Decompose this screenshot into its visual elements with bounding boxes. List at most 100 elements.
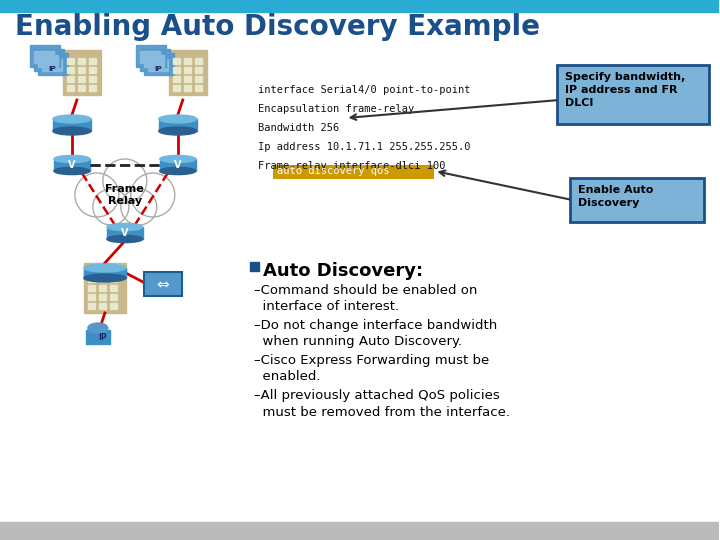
Bar	[144, 55, 163, 67]
Bar	[67, 85, 74, 91]
Ellipse shape	[88, 323, 108, 333]
Bar	[99, 294, 106, 300]
Circle shape	[131, 173, 175, 217]
Bar	[86, 330, 110, 344]
Bar	[67, 67, 74, 73]
FancyBboxPatch shape	[570, 178, 704, 222]
Bar	[107, 227, 143, 239]
Ellipse shape	[159, 115, 197, 123]
Ellipse shape	[54, 167, 90, 174]
Text: © 2006 Cisco Systems, Inc. All rights reserved.: © 2006 Cisco Systems, Inc. All rights re…	[261, 526, 459, 536]
Text: Encapsulation frame-relay: Encapsulation frame-relay	[258, 104, 414, 114]
Bar	[194, 85, 202, 91]
Circle shape	[121, 189, 157, 225]
Text: auto discovery qos: auto discovery qos	[276, 166, 389, 176]
Bar	[89, 67, 96, 73]
Text: –Do not change interface bandwidth
  when running Auto Discovery.: –Do not change interface bandwidth when …	[253, 319, 497, 348]
Bar	[194, 67, 202, 73]
Bar	[168, 50, 207, 95]
Bar	[194, 58, 202, 64]
Bar	[88, 276, 95, 282]
Circle shape	[75, 173, 119, 217]
Bar	[99, 276, 106, 282]
Text: –Cisco Express Forwarding must be
  enabled.: –Cisco Express Forwarding must be enable…	[253, 354, 489, 383]
Bar	[88, 285, 95, 291]
Ellipse shape	[84, 264, 126, 272]
Text: V: V	[174, 160, 181, 170]
Bar	[0, 0, 719, 12]
Bar	[99, 285, 106, 291]
Bar	[67, 76, 74, 82]
Bar	[34, 51, 54, 63]
Bar	[89, 58, 96, 64]
Bar	[148, 59, 168, 71]
Text: IP: IP	[99, 334, 107, 342]
Bar	[173, 58, 180, 64]
Bar	[89, 85, 96, 91]
Text: interface Serial4/0 point-to-point: interface Serial4/0 point-to-point	[258, 85, 470, 95]
Text: –All previously attached QoS policies
  must be removed from the interface.: –All previously attached QoS policies mu…	[253, 389, 510, 419]
Bar	[99, 303, 106, 309]
Text: Bandwidth 256: Bandwidth 256	[258, 123, 339, 133]
Bar	[110, 303, 117, 309]
Text: Frame
Relay: Frame Relay	[105, 184, 144, 206]
Ellipse shape	[84, 274, 126, 282]
Ellipse shape	[54, 156, 90, 163]
Text: Frame-relay interface-dlci 100: Frame-relay interface-dlci 100	[258, 161, 445, 171]
Bar	[88, 294, 95, 300]
Text: IP: IP	[154, 66, 161, 72]
Bar	[184, 58, 191, 64]
Bar	[88, 303, 95, 309]
Ellipse shape	[160, 156, 196, 163]
Ellipse shape	[53, 127, 91, 135]
Bar	[159, 119, 197, 131]
Ellipse shape	[159, 127, 197, 135]
Bar	[250, 262, 258, 271]
Text: –Command should be enabled on
  interface of interest.: –Command should be enabled on interface …	[253, 284, 477, 314]
Bar	[78, 58, 85, 64]
Bar	[78, 76, 85, 82]
Text: V: V	[121, 228, 129, 238]
Text: Auto Discovery:: Auto Discovery:	[263, 262, 423, 280]
Text: IP: IP	[48, 66, 55, 72]
Ellipse shape	[107, 224, 143, 231]
Bar	[84, 268, 126, 278]
Bar	[42, 59, 62, 71]
Bar	[173, 76, 180, 82]
Bar	[84, 263, 126, 313]
Ellipse shape	[107, 235, 143, 242]
Bar	[63, 50, 101, 95]
Bar	[173, 85, 180, 91]
Bar	[38, 55, 58, 67]
Text: Ip address 10.1.71.1 255.255.255.0: Ip address 10.1.71.1 255.255.255.0	[258, 142, 470, 152]
Bar	[89, 76, 96, 82]
Bar	[110, 285, 117, 291]
Bar	[144, 53, 174, 75]
Ellipse shape	[160, 167, 196, 174]
Bar	[78, 67, 85, 73]
Bar	[184, 76, 191, 82]
Text: Enabling Auto Discovery Example: Enabling Auto Discovery Example	[15, 13, 540, 41]
Text: V: V	[68, 160, 76, 170]
Bar	[194, 76, 202, 82]
FancyBboxPatch shape	[144, 272, 181, 296]
Bar	[110, 294, 117, 300]
Circle shape	[103, 159, 147, 203]
Bar	[78, 85, 85, 91]
Bar	[67, 58, 74, 64]
Bar	[184, 85, 191, 91]
Bar	[184, 67, 191, 73]
Bar	[173, 67, 180, 73]
Text: Enable Auto
Discovery: Enable Auto Discovery	[578, 185, 654, 208]
FancyBboxPatch shape	[273, 165, 434, 179]
Bar	[38, 53, 68, 75]
Text: ⇔: ⇔	[156, 278, 169, 293]
Circle shape	[93, 189, 129, 225]
Bar	[140, 51, 160, 63]
Bar	[140, 49, 170, 71]
Bar	[110, 276, 117, 282]
Bar	[160, 159, 196, 171]
Bar	[54, 159, 90, 171]
Bar	[53, 119, 91, 131]
Ellipse shape	[53, 115, 91, 123]
